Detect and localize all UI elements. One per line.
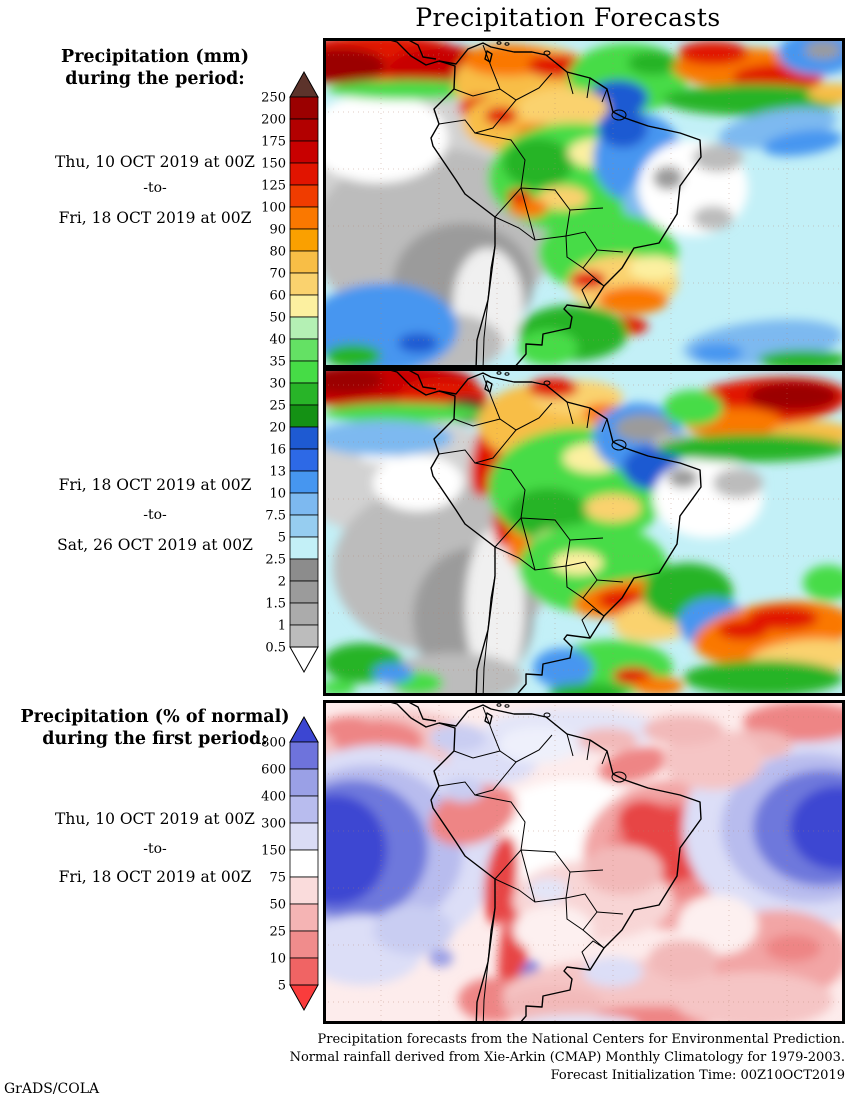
grads-cola-credit: GrADS/COLA <box>4 1081 100 1097</box>
svg-text:20: 20 <box>269 421 286 436</box>
svg-text:250: 250 <box>261 91 286 106</box>
svg-text:75: 75 <box>269 871 286 886</box>
svg-text:800: 800 <box>261 736 286 751</box>
footer-caption-line3: Forecast Initialization Time: 00Z10OCT20… <box>550 1068 845 1083</box>
panel2-date-separator: -to- <box>143 507 167 523</box>
svg-text:150: 150 <box>261 157 286 172</box>
svg-text:1: 1 <box>278 619 286 634</box>
panel3-date-to: Fri, 18 OCT 2019 at 00Z <box>58 868 252 886</box>
colorbar-percent-legend: 800 600 400 300 150 75 50 25 10 5 <box>261 715 319 1012</box>
svg-text:150: 150 <box>261 844 286 859</box>
svg-text:125: 125 <box>261 179 286 194</box>
svg-text:2: 2 <box>278 575 286 590</box>
panel1-date-separator: -to- <box>143 180 167 196</box>
svg-text:50: 50 <box>269 311 286 326</box>
panel3-date-separator: -to- <box>143 841 167 857</box>
panel1-heading-line2: during the period: <box>65 69 245 89</box>
svg-text:13: 13 <box>269 465 286 480</box>
panel1-heading-line1: Precipitation (mm) <box>61 47 249 67</box>
panel3-heading-line2: during the first period: <box>42 729 268 749</box>
panel3-heading-line1: Precipitation (% of normal) <box>20 707 290 727</box>
panel2-date-to: Sat, 26 OCT 2019 at 00Z <box>57 536 253 554</box>
svg-text:300: 300 <box>261 817 286 832</box>
svg-text:5: 5 <box>278 531 286 546</box>
svg-text:2.5: 2.5 <box>265 553 286 568</box>
map-precip-percent-normal <box>323 700 845 1024</box>
svg-text:600: 600 <box>261 763 286 778</box>
svg-text:1.5: 1.5 <box>265 597 286 612</box>
footer-caption-line1: Precipitation forecasts from the Nationa… <box>317 1032 845 1047</box>
map-precip-period1 <box>323 38 845 368</box>
panel1-date-to: Fri, 18 OCT 2019 at 00Z <box>58 209 252 227</box>
svg-text:40: 40 <box>269 333 286 348</box>
svg-text:400: 400 <box>261 790 286 805</box>
svg-text:35: 35 <box>269 355 286 370</box>
svg-text:5: 5 <box>278 979 286 994</box>
svg-text:175: 175 <box>261 135 286 150</box>
svg-text:30: 30 <box>269 377 286 392</box>
svg-text:7.5: 7.5 <box>265 509 286 524</box>
map-precip-period2 <box>323 368 845 696</box>
panel1-heading: Precipitation (mm) during the period: <box>10 46 300 90</box>
svg-text:50: 50 <box>269 898 286 913</box>
svg-text:10: 10 <box>269 952 286 967</box>
svg-text:200: 200 <box>261 113 286 128</box>
svg-text:60: 60 <box>269 289 286 304</box>
panel3-date-from: Thu, 10 OCT 2019 at 00Z <box>55 810 255 828</box>
svg-text:90: 90 <box>269 223 286 238</box>
panel2-date-from: Fri, 18 OCT 2019 at 00Z <box>58 476 252 494</box>
svg-text:10: 10 <box>269 487 286 502</box>
panel1-date-from: Thu, 10 OCT 2019 at 00Z <box>55 153 255 171</box>
svg-text:70: 70 <box>269 267 286 282</box>
svg-text:80: 80 <box>269 245 286 260</box>
colorbar-mm-legend: 2502001751501251009080706050403530252016… <box>261 70 319 674</box>
svg-text:16: 16 <box>269 443 286 458</box>
svg-text:100: 100 <box>261 201 286 216</box>
svg-text:25: 25 <box>269 925 286 940</box>
svg-text:0.5: 0.5 <box>265 641 286 656</box>
svg-text:25: 25 <box>269 399 286 414</box>
page-title: Precipitation Forecasts <box>415 3 721 32</box>
footer-caption-line2: Normal rainfall derived from Xie-Arkin (… <box>289 1050 845 1065</box>
panel3-heading: Precipitation (% of normal) during the f… <box>10 706 300 750</box>
